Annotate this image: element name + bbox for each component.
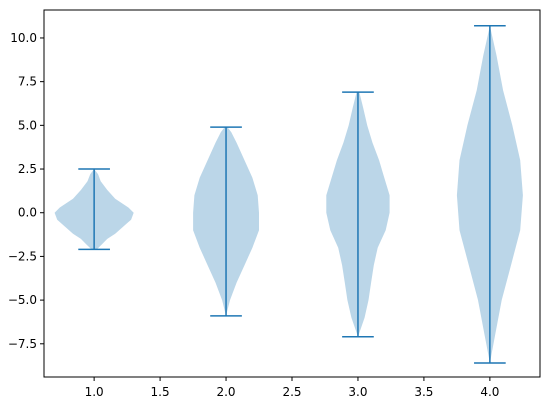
y-tick-label: 0.0 — [18, 206, 37, 220]
y-axis-ticks: −7.5 −5.0 −2.5 0.0 2.5 5.0 7.5 10.0 — [8, 31, 44, 351]
y-tick-label: 5.0 — [18, 118, 37, 132]
x-tick-label: 2.0 — [216, 385, 235, 399]
y-tick-label: 2.5 — [18, 162, 37, 176]
y-tick-label: 10.0 — [10, 31, 37, 45]
y-tick-label: −7.5 — [8, 337, 37, 351]
y-tick-label: −2.5 — [8, 249, 37, 263]
x-tick-label: 2.5 — [282, 385, 301, 399]
x-tick-label: 3.0 — [348, 385, 367, 399]
x-axis-ticks: 1.0 1.5 2.0 2.5 3.0 3.5 4.0 — [85, 377, 499, 399]
x-tick-label: 3.5 — [414, 385, 433, 399]
violins-layer — [54, 25, 523, 363]
x-tick-label: 1.0 — [85, 385, 104, 399]
x-tick-label: 4.0 — [480, 385, 499, 399]
plot-frame — [43, 9, 541, 378]
y-tick-label: 7.5 — [18, 75, 37, 89]
x-tick-label: 1.5 — [151, 385, 170, 399]
extrema-lines-layer — [78, 24, 506, 364]
y-tick-label: −5.0 — [8, 293, 37, 307]
